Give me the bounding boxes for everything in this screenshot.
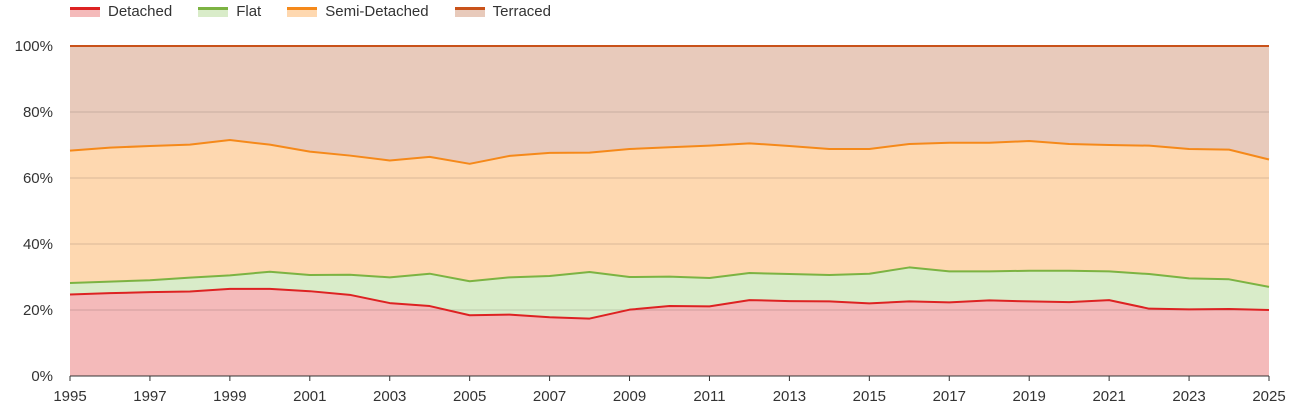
x-tick-label: 2025 [1252, 388, 1285, 405]
legend-swatch [198, 6, 229, 17]
x-tick-label: 2003 [373, 388, 406, 405]
x-tick-label: 1995 [53, 388, 86, 405]
area-flat [70, 267, 1269, 319]
legend-swatch [454, 6, 485, 17]
line-layer [69, 45, 1270, 320]
legend-label: Semi-Detached [325, 3, 429, 20]
legend-item-semi-detached: Semi-Detached [287, 3, 429, 20]
y-tick-label: 100% [15, 38, 53, 55]
legend-label: Detached [108, 3, 173, 20]
x-tick-label: 2017 [933, 388, 966, 405]
x-tick-label: 2013 [773, 388, 806, 405]
legend-label: Terraced [492, 3, 551, 20]
x-tick-label: 1997 [133, 388, 166, 405]
legend-label: Flat [236, 3, 262, 20]
x-tick-label: 2011 [693, 388, 725, 405]
x-tick-label: 2021 [1092, 388, 1125, 405]
legend-swatch [287, 6, 318, 17]
legend-item-detached: Detached [70, 3, 172, 20]
x-tick-label: 2023 [1172, 388, 1205, 405]
x-tick-label: 2019 [1013, 388, 1046, 405]
x-tick-label: 2005 [453, 388, 486, 405]
series-line-flat [69, 266, 1270, 288]
x-tick-label: 2015 [853, 388, 886, 405]
legend-item-flat: Flat [198, 3, 261, 20]
y-tick-label: 20% [23, 302, 53, 319]
legend-item-terraced: Terraced [454, 3, 551, 20]
x-tick-label: 1999 [213, 388, 246, 405]
x-tick-label: 2007 [533, 388, 566, 405]
series-line-detached [69, 287, 1270, 320]
y-tick-label: 40% [23, 236, 53, 253]
x-tick-label: 2009 [613, 388, 646, 405]
area-layer [70, 46, 1269, 376]
y-tick-label: 80% [23, 104, 53, 121]
y-axis: 0% 20% 40% 60% 80% 100% [15, 38, 53, 385]
legend: Detached Flat Semi-Detached Terraced [70, 3, 577, 20]
y-tick-label: 0% [31, 368, 53, 385]
x-axis: 1995 1997 1999 2001 2003 2005 2007 2009 2011 2013… [53, 376, 1286, 405]
series-line-semi-detached [69, 139, 1270, 165]
y-tick-label: 60% [23, 170, 53, 187]
area-detached [70, 288, 1269, 376]
legend-swatch [70, 6, 100, 17]
area-semi-detached [70, 140, 1269, 287]
area-terraced [70, 46, 1269, 164]
x-tick-label: 2001 [293, 388, 326, 405]
